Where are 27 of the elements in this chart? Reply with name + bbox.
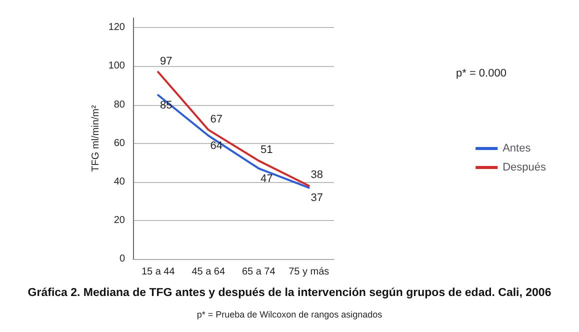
y-tick-label: 20 xyxy=(114,214,126,226)
y-axis-title: TFG ml/min/m² xyxy=(90,104,102,172)
text: p* = 0.000 xyxy=(456,68,506,80)
y-tick-label: 40 xyxy=(114,176,126,188)
x-tick-label: 75 y más xyxy=(288,266,330,278)
data-label: 67 xyxy=(210,113,222,126)
data-label: 97 xyxy=(160,55,172,68)
x-tick-label: 65 a 74 xyxy=(242,266,276,278)
data-label: 51 xyxy=(260,144,273,156)
data-label: 47 xyxy=(260,172,273,185)
legend-label: Después xyxy=(502,162,546,174)
x-tick-label: 45 a 64 xyxy=(192,266,226,278)
line-series xyxy=(157,70,310,187)
y-tick-label: 0 xyxy=(119,254,126,264)
x-tick-label: 15 a 44 xyxy=(141,266,176,278)
text: p* = Prueba de Wilcoxon de rangos asignados xyxy=(196,310,383,320)
y-tick-label: 100 xyxy=(108,60,126,72)
line-series xyxy=(157,94,310,189)
data-label: 64 xyxy=(210,140,222,152)
y-tick-label: 120 xyxy=(108,22,126,34)
data-label: 38 xyxy=(310,169,323,182)
data-label: 85 xyxy=(160,100,172,112)
y-tick-label: 60 xyxy=(114,138,126,149)
legend-label: Antes xyxy=(502,142,532,154)
y-tick-label: 80 xyxy=(114,99,126,110)
text: Gráfica 2. Mediana de TFG antes y después de la intervención según grupos de edad. Cali, 2006 xyxy=(28,287,552,299)
data-label: 37 xyxy=(310,192,323,204)
